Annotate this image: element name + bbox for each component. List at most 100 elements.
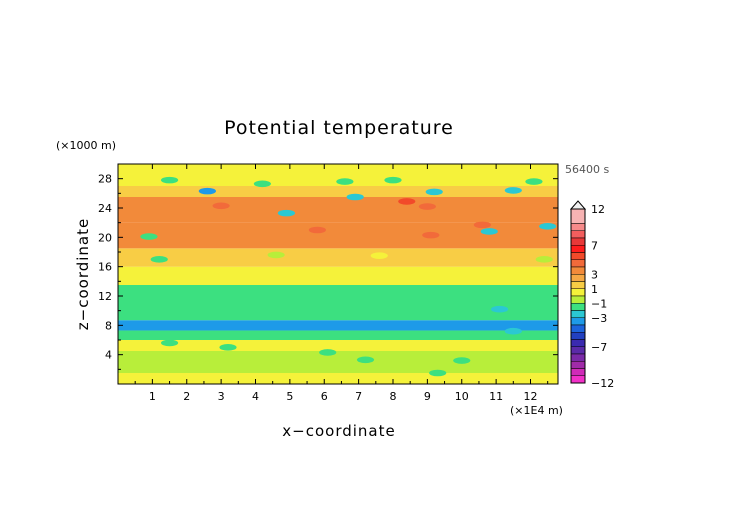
- colorbar-label: 12: [591, 203, 605, 216]
- field-feature-4: [346, 193, 364, 201]
- field-feature-28: [356, 356, 375, 364]
- colorbar-swatch-14: [570, 310, 586, 318]
- x-tick-label-12: 12: [524, 390, 538, 403]
- colorbar-swatch-1: [570, 208, 586, 224]
- field-band-11: [118, 186, 558, 197]
- field-feature-10: [160, 176, 179, 184]
- colorbar-swatch-5: [570, 245, 586, 253]
- field-feature-5: [277, 209, 296, 217]
- field-band-12: [118, 164, 558, 186]
- colorbar-extend-triangle: [569, 200, 587, 210]
- field-feature-20: [267, 251, 285, 259]
- field-feature-25: [370, 252, 388, 259]
- x-tick-label-7: 7: [355, 390, 362, 403]
- x-tick-label-11: 11: [489, 390, 503, 403]
- y-tick-label-24: 24: [98, 202, 112, 215]
- colorbar-swatch-12: [570, 295, 586, 304]
- field-band-4: [118, 330, 558, 340]
- field-feature-9: [525, 178, 543, 185]
- x-tick-label-9: 9: [424, 390, 431, 403]
- field-feature-1: [198, 187, 216, 195]
- field-band-10: [118, 197, 558, 223]
- colorbar-swatch-20: [570, 353, 586, 362]
- colorbar-swatch-22: [570, 368, 586, 376]
- chart-title: Potential temperature: [224, 117, 454, 139]
- y-tick-label-4: 4: [105, 349, 112, 362]
- colorbar-swatch-11: [570, 288, 586, 297]
- colorbar-label: −7: [591, 341, 607, 354]
- field-feature-13: [418, 203, 436, 210]
- x-tick-label-5: 5: [286, 390, 293, 403]
- colorbar-label: −3: [591, 312, 607, 325]
- plot-frame: [117, 163, 559, 385]
- colorbar-label: 7: [591, 239, 598, 252]
- field-feature-3: [336, 178, 354, 185]
- field-feature-14: [308, 226, 326, 234]
- field-feature-12: [398, 198, 416, 205]
- x-tick-label-3: 3: [218, 390, 225, 403]
- x-tick-label-4: 4: [252, 390, 259, 403]
- field-feature-18: [494, 237, 512, 245]
- x-axis: 1 2 3 4 5 6 7 8 9 10 11 12: [134, 164, 549, 403]
- field-feature-19: [150, 256, 168, 263]
- colorbar: [569, 200, 587, 384]
- field-band-5: [118, 320, 558, 331]
- field-feature-16: [178, 239, 196, 247]
- colorbar-swatch-3: [570, 230, 586, 239]
- colorbar-label: −1: [591, 297, 607, 310]
- temperature-field: [118, 164, 558, 384]
- colorbar-label: 1: [591, 283, 598, 296]
- x-tick-label-8: 8: [390, 390, 397, 403]
- colorbar-label: −12: [591, 377, 614, 390]
- field-feature-15: [473, 221, 491, 229]
- field-band-2: [118, 351, 558, 373]
- field-feature-23: [539, 223, 557, 230]
- colorbar-swatch-9: [570, 274, 586, 282]
- field-feature-31: [319, 349, 337, 356]
- y-axis: 4 8 12 16 20 24 28: [98, 173, 558, 370]
- x-tick-label-6: 6: [321, 390, 328, 403]
- x-axis-label: x−coordinate: [282, 422, 395, 440]
- colorbar-swatch-18: [570, 339, 586, 347]
- y-tick-label-16: 16: [98, 261, 112, 274]
- colorbar-swatch-2: [570, 223, 586, 231]
- x-tick-label-1: 1: [149, 390, 156, 403]
- y-tick-label-8: 8: [105, 319, 112, 332]
- y-tick-label-28: 28: [98, 173, 112, 186]
- field-feature-17: [422, 231, 440, 239]
- field-band-6: [118, 285, 558, 321]
- field-feature-29: [453, 357, 471, 364]
- field-feature-30: [429, 369, 447, 377]
- field-band-7: [118, 266, 558, 285]
- colorbar-labels: 12 7 3 1−1 −3 −7 −12: [591, 203, 614, 390]
- colorbar-swatch-21: [570, 361, 586, 369]
- field-feature-27: [160, 339, 179, 347]
- y-unit-label: (×1000 m): [56, 139, 116, 152]
- colorbar-swatch-17: [570, 332, 586, 340]
- y-tick-label-12: 12: [98, 290, 112, 303]
- y-tick-label-20: 20: [98, 231, 112, 244]
- colorbar-swatch-10: [570, 281, 586, 289]
- field-feature-33: [504, 327, 522, 335]
- field-feature-22: [480, 228, 498, 235]
- colorbar-swatch-15: [570, 317, 586, 326]
- colorbar-swatch-19: [570, 346, 586, 355]
- colorbar-swatch-23: [570, 375, 586, 384]
- colorbar-frame: [570, 208, 586, 384]
- time-label: 56400 s: [565, 163, 609, 176]
- colorbar-swatch-7: [570, 259, 586, 268]
- colorbar-label: 3: [591, 268, 598, 281]
- field-feature-24: [535, 256, 553, 263]
- y-axis-label: z−coordinate: [74, 218, 92, 330]
- field-feature-11: [212, 202, 230, 210]
- x-tick-label-10: 10: [455, 390, 469, 403]
- field-feature-21: [140, 233, 158, 240]
- field-band-8: [118, 248, 558, 267]
- field-feature-8: [504, 187, 522, 194]
- colorbar-swatch-6: [570, 252, 586, 260]
- colorbar-swatch-13: [570, 303, 586, 311]
- colorbar-swatch-8: [570, 266, 586, 275]
- x-tick-label-2: 2: [183, 390, 190, 403]
- field-feature-7: [425, 188, 443, 196]
